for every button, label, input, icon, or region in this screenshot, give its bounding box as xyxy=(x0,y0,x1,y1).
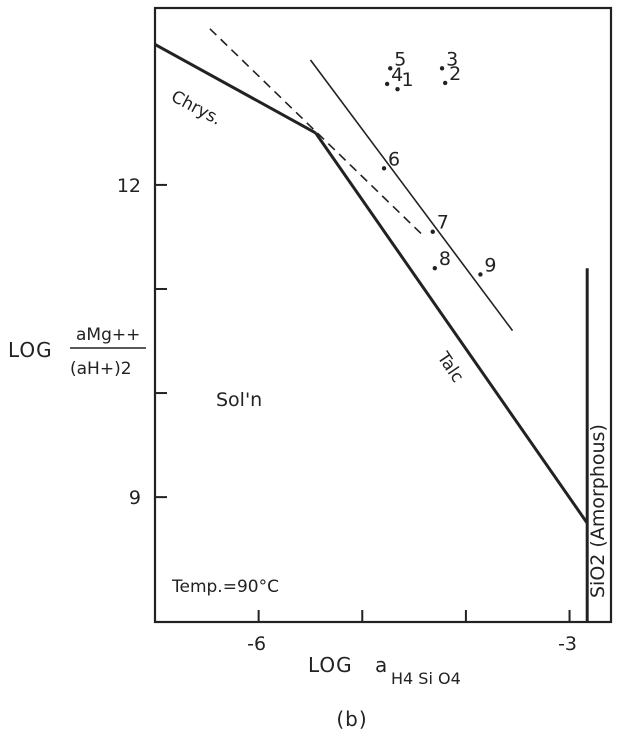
sample-point-label-9: 9 xyxy=(484,254,496,276)
sample-point-5 xyxy=(388,66,393,71)
x-tick-label-minus3: -3 xyxy=(558,633,577,655)
sample-point-8 xyxy=(432,265,438,271)
sample-point-label-6: 6 xyxy=(388,148,400,170)
boundary-label-silica: SiO2 (Amorphous) xyxy=(587,424,609,598)
sample-point-7 xyxy=(430,229,435,234)
y-tick-label-12: 12 xyxy=(117,175,141,197)
y-axis-title: LOG aMg++ (aH+)2 xyxy=(8,325,146,379)
sample-point-label-2: 2 xyxy=(449,63,461,85)
y-tick-label-9: 9 xyxy=(129,487,141,509)
x-axis-title-symbol: a xyxy=(375,653,388,677)
sample-point-label-1: 1 xyxy=(402,69,414,91)
axis-ticks xyxy=(155,183,571,622)
sample-point-label-7: 7 xyxy=(437,212,449,234)
boundary-line-1 xyxy=(314,132,589,524)
sample-point-3 xyxy=(439,66,445,71)
subfigure-label: (b) xyxy=(336,707,367,731)
x-axis-title-prefix: LOG xyxy=(308,653,353,677)
boundary-line-0 xyxy=(154,43,317,135)
sample-point-1 xyxy=(395,86,400,92)
x-axis-title: LOG a H4 Si O4 xyxy=(308,653,461,688)
boundary-label-talc: Talc xyxy=(432,348,467,387)
y-axis-title-numerator: aMg++ xyxy=(76,325,140,345)
y-axis-title-prefix: LOG xyxy=(8,338,53,362)
y-axis-title-denominator: (aH+)2 xyxy=(70,359,132,379)
plot-frame xyxy=(153,6,613,624)
sample-point-label-3: 3 xyxy=(446,48,458,70)
boundary-line-4 xyxy=(309,59,514,332)
boundary-lines xyxy=(154,28,589,622)
x-axis-title-subscript: H4 Si O4 xyxy=(391,669,461,688)
region-label-solution: Sol'n xyxy=(216,389,262,411)
boundary-line-3 xyxy=(209,28,426,238)
sample-point-label-5: 5 xyxy=(394,48,406,70)
sample-point-4 xyxy=(384,81,390,87)
sample-point-6 xyxy=(381,166,387,171)
x-tick-label-minus6: -6 xyxy=(247,633,266,655)
temperature-annotation: Temp.=90°C xyxy=(171,577,279,597)
sample-point-label-8: 8 xyxy=(439,248,451,270)
sample-point-2 xyxy=(442,80,448,86)
boundary-label-chrysotile: Chrys. xyxy=(168,87,225,130)
sample-point-label-4: 4 xyxy=(391,64,403,86)
sample-point-9 xyxy=(478,272,483,277)
